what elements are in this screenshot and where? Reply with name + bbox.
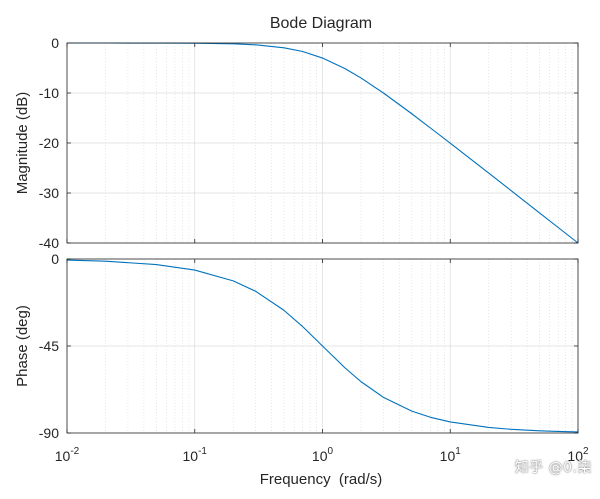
y-tick-label: -30 — [39, 185, 59, 201]
y-tick-label: 0 — [51, 251, 59, 267]
phase-line — [66, 259, 579, 433]
x-tick-label: 100 — [312, 446, 334, 464]
y-tick-label: -45 — [39, 338, 59, 354]
phase-ylabel: Phase (deg) — [14, 305, 31, 387]
phase-y-ticks: 0 -45 -90 — [39, 251, 578, 441]
series-line — [66, 259, 579, 433]
phase-panel: 0 -45 -90 Phase (deg) — [14, 251, 579, 441]
y-tick-label: -10 — [39, 85, 59, 101]
x-tick-label: 101 — [440, 446, 462, 464]
chart-title: Bode Diagram — [270, 15, 372, 32]
x-tick-label: 10-2 — [55, 446, 80, 464]
x-tick-label: 102 — [567, 446, 589, 464]
watermark-text: 知乎 @0.柒 — [514, 460, 592, 476]
y-tick-label: 0 — [51, 35, 59, 51]
x-axis-label: Frequency (rad/s) — [260, 471, 383, 488]
y-tick-label: -40 — [39, 235, 59, 251]
magnitude-y-ticks: 0 -10 -20 -30 -40 — [39, 35, 578, 251]
x-tick-labels: 10-2 10-1 100 101 102 — [55, 446, 589, 464]
x-tick-label: 10-1 — [183, 446, 208, 464]
y-tick-label: -20 — [39, 135, 59, 151]
magnitude-panel: 0 -10 -20 -30 -40 Magnitude (dB) — [14, 35, 579, 251]
magnitude-ylabel: Magnitude (dB) — [14, 92, 31, 195]
y-tick-label: -90 — [39, 425, 59, 441]
